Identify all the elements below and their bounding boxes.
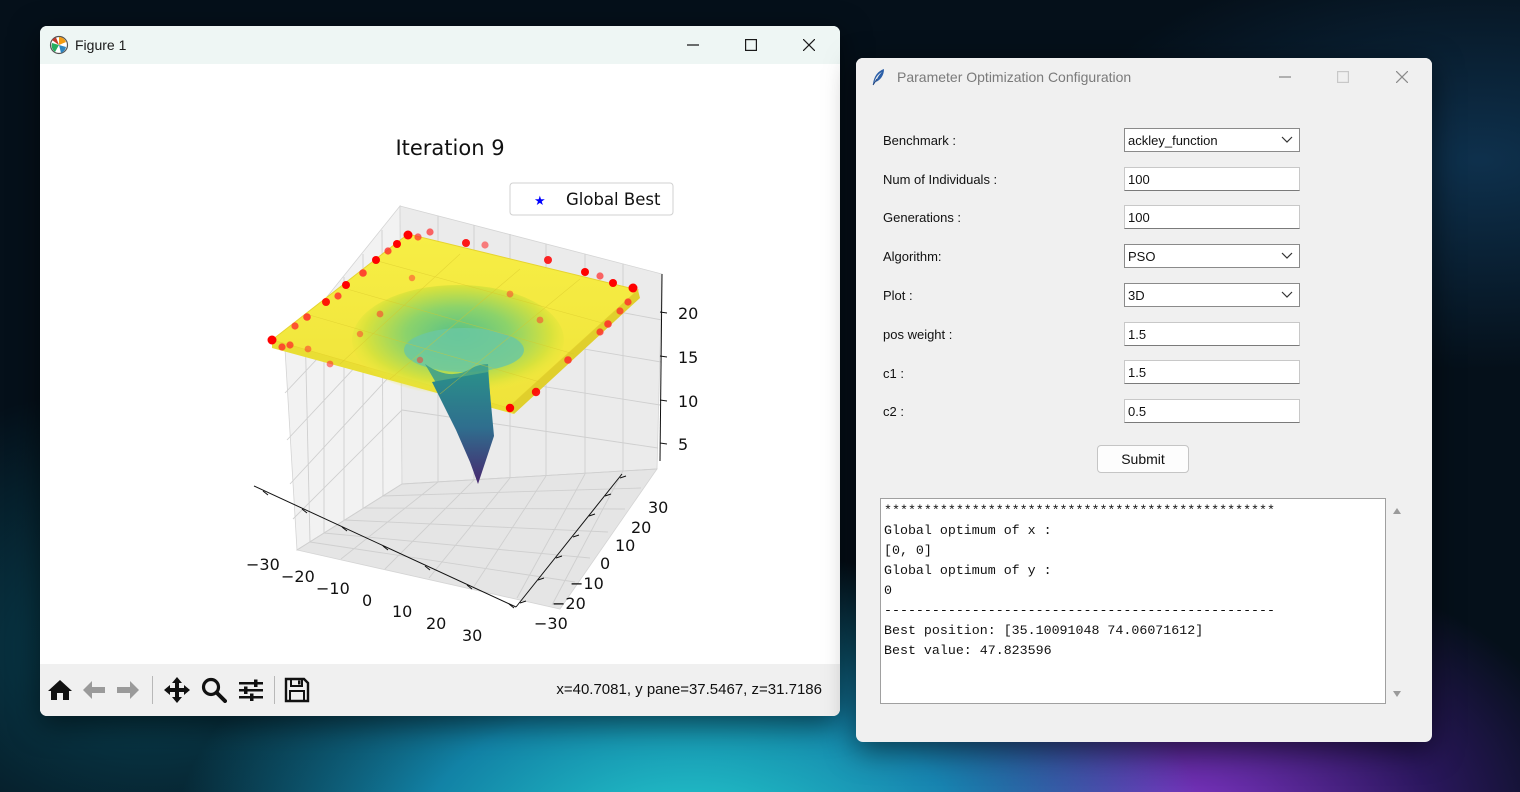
plot-title: Iteration 9 (395, 136, 504, 160)
output-textbox[interactable]: ****************************************… (880, 498, 1386, 704)
y-tick: −30 (534, 614, 568, 633)
close-icon (803, 39, 815, 51)
save-icon[interactable] (283, 676, 311, 704)
output-line: ****************************************… (884, 503, 1275, 518)
figure-window: Figure 1 (40, 26, 840, 716)
maximize-icon (745, 39, 757, 51)
triangle-up-icon (1393, 508, 1401, 514)
c2-input[interactable]: 0.5 (1124, 399, 1300, 423)
cursor-coordinates: x=40.7081, y pane=37.5467, z=31.7186 (556, 681, 822, 698)
x-tick: 30 (462, 626, 482, 645)
figure-window-title: Figure 1 (75, 37, 127, 53)
tick-labels: 20 15 10 5 −30 −20 −10 0 10 20 30 30 20 … (246, 304, 698, 645)
y-tick: 30 (648, 498, 668, 517)
scroll-down-button[interactable] (1390, 687, 1404, 701)
pos-weight-input[interactable]: 1.5 (1124, 322, 1300, 346)
legend-label: Global Best (566, 190, 661, 209)
benchmark-select[interactable]: ackley_function (1124, 128, 1300, 152)
c1-label: c1 : (883, 366, 904, 381)
plot-3d: Iteration 9 (246, 136, 698, 645)
plot-select[interactable]: 3D (1124, 283, 1300, 307)
y-tick: 10 (615, 536, 635, 555)
output-line: Global optimum of x : (884, 523, 1052, 538)
y-tick: 0 (600, 554, 610, 573)
z-tick: 5 (678, 435, 688, 454)
close-button[interactable] (1373, 58, 1431, 96)
algorithm-label: Algorithm: (883, 249, 942, 264)
plot-value: 3D (1128, 288, 1145, 303)
y-tick: −20 (552, 594, 586, 613)
num-individuals-label: Num of Individuals : (883, 172, 998, 187)
x-tick: 20 (426, 614, 446, 633)
config-window: Parameter Optimization Configuration Ben… (856, 58, 1432, 742)
plot-label: Plot : (883, 288, 913, 303)
navigation-toolbar: x=40.7081, y pane=37.5467, z=31.7186 (40, 664, 840, 716)
toolbar-separator (274, 676, 275, 704)
figure-titlebar: Figure 1 (40, 26, 840, 64)
generations-label: Generations : (883, 210, 962, 225)
x-tick: −20 (281, 567, 315, 586)
global-best-marker-icon: ★ (534, 194, 546, 209)
close-button[interactable] (780, 26, 838, 64)
scroll-up-button[interactable] (1390, 504, 1404, 518)
c2-label: c2 : (883, 404, 904, 419)
submit-button[interactable]: Submit (1097, 445, 1189, 473)
zoom-icon[interactable] (200, 676, 228, 704)
config-window-title: Parameter Optimization Configuration (897, 69, 1132, 85)
num-individuals-input[interactable]: 100 (1124, 167, 1300, 191)
z-tick: 10 (678, 392, 698, 411)
output-line: 0 (884, 583, 892, 598)
algorithm-select[interactable]: PSO (1124, 244, 1300, 268)
home-icon[interactable] (46, 676, 74, 704)
z-tick: 20 (678, 304, 698, 323)
close-icon (1396, 71, 1408, 83)
maximize-button (1314, 58, 1372, 96)
minimize-button[interactable] (664, 26, 722, 64)
y-tick: −10 (570, 574, 604, 593)
matplotlib-icon (49, 35, 69, 55)
axis-ticks (262, 311, 668, 609)
output-line: [0, 0] (884, 543, 932, 558)
maximize-button[interactable] (722, 26, 780, 64)
minimize-icon (687, 44, 699, 46)
toolbar-separator (152, 676, 153, 704)
plot-canvas[interactable]: Iteration 9 (40, 64, 840, 664)
output-line: Best position: [35.10091048 74.06071612] (884, 623, 1204, 638)
x-tick: −30 (246, 555, 280, 574)
algorithm-value: PSO (1128, 249, 1156, 264)
benchmark-label: Benchmark : (883, 133, 956, 148)
chevron-down-icon (1281, 136, 1293, 143)
generations-input[interactable]: 100 (1124, 205, 1300, 229)
x-tick: 0 (362, 591, 372, 610)
back-arrow-icon[interactable] (80, 676, 108, 704)
axis-lines (253, 273, 663, 608)
output-line: ----------------------------------------… (884, 603, 1275, 618)
forward-arrow-icon[interactable] (114, 676, 142, 704)
z-tick: 15 (678, 348, 698, 367)
benchmark-value: ackley_function (1128, 133, 1218, 148)
config-titlebar: Parameter Optimization Configuration (856, 58, 1432, 96)
maximize-icon (1337, 71, 1349, 83)
x-tick: 10 (392, 602, 412, 621)
feather-icon (872, 69, 884, 86)
minimize-button[interactable] (1256, 58, 1314, 96)
output-line: Global optimum of y : (884, 563, 1052, 578)
triangle-down-icon (1393, 691, 1401, 697)
c1-input[interactable]: 1.5 (1124, 360, 1300, 384)
legend: ★ Global Best (509, 182, 674, 216)
pos-weight-label: pos weight : (883, 327, 953, 342)
y-tick: 20 (631, 518, 651, 537)
output-line: Best value: 47.823596 (884, 643, 1052, 658)
configure-subplots-icon[interactable] (237, 676, 265, 704)
pan-icon[interactable] (163, 676, 191, 704)
swarm-particles (267, 228, 638, 413)
minimize-icon (1279, 76, 1291, 78)
x-tick: −10 (316, 579, 350, 598)
chevron-down-icon (1281, 291, 1293, 298)
chevron-down-icon (1281, 252, 1293, 259)
